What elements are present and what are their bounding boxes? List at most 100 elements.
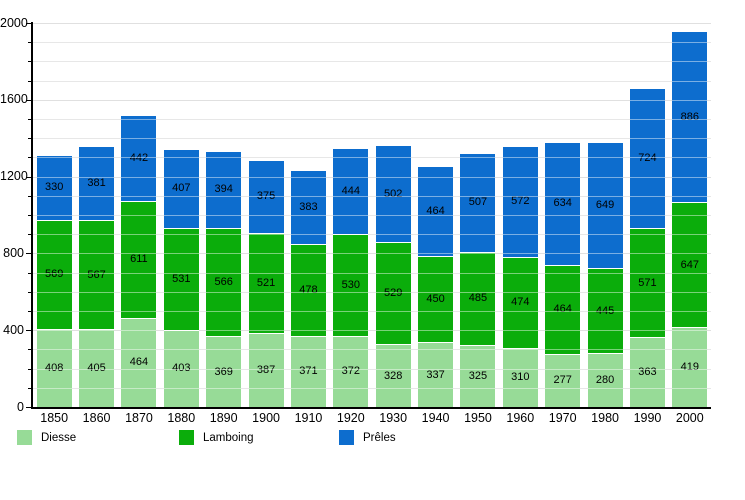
y-tick-minor	[28, 291, 33, 293]
bar-segment-lamboing: 569	[36, 219, 72, 329]
bar-segment-diesse: 405	[79, 329, 115, 407]
gridlines-behind	[33, 23, 711, 407]
legend-swatch-diesse	[17, 430, 32, 445]
y-tick-major	[26, 176, 33, 178]
bar-segment-diesse: 310	[502, 347, 538, 407]
bar-segment-prles: 724	[629, 88, 665, 228]
bar-segment-prles: 572	[502, 146, 538, 257]
legend-label-lamboing: Lamboing	[203, 431, 254, 444]
bar-segment-lamboing: 611	[121, 200, 157, 318]
bar-segment-lamboing: 474	[502, 256, 538, 348]
value-label: 464	[553, 303, 572, 316]
x-tick-label: 1960	[506, 411, 535, 425]
value-label: 330	[45, 181, 64, 194]
value-label: 464	[129, 356, 149, 369]
value-label: 337	[426, 368, 445, 381]
y-tick-major	[26, 407, 33, 408]
x-tick-label: 1880	[167, 411, 196, 425]
value-label: 566	[214, 275, 233, 288]
value-label: 277	[553, 374, 572, 387]
value-label: 502	[384, 187, 403, 200]
bar-segment-prles: 394	[206, 151, 242, 228]
bar-segment-lamboing: 531	[163, 227, 199, 330]
value-label: 530	[341, 278, 360, 291]
y-axis-line	[31, 22, 33, 408]
y-tick-major	[26, 330, 33, 332]
value-label: 408	[45, 361, 64, 374]
y-tick-minor	[28, 80, 33, 82]
bar-segment-prles: 407	[163, 149, 199, 228]
y-tick-minor	[28, 234, 33, 236]
value-label: 567	[87, 268, 106, 281]
gridline-minor	[33, 368, 711, 370]
x-tick-label: 1860	[82, 411, 111, 425]
bar-segment-prles: 507	[460, 154, 496, 252]
bar-group-1920: 444 530 372	[333, 148, 369, 407]
value-label: 369	[214, 365, 233, 378]
value-label: 328	[384, 369, 403, 382]
x-axis-line	[31, 407, 711, 409]
bar-segment-prles: 330	[36, 156, 72, 220]
bar-group-1930: 502 529 328	[375, 146, 411, 407]
gridline-major	[33, 330, 711, 332]
value-label: 280	[595, 374, 615, 387]
y-tick-label: 400	[3, 322, 24, 337]
bar-group-1870: 442 611 464	[121, 115, 157, 407]
x-tick-label: 1970	[548, 411, 577, 425]
bar-segment-prles: 649	[587, 143, 623, 268]
gridline-major	[33, 99, 711, 101]
value-label: 474	[511, 296, 530, 308]
value-label: 569	[45, 268, 64, 281]
bar-segment-diesse: 464	[121, 317, 157, 407]
gridline-minor	[33, 349, 711, 351]
y-tick-label: 800	[3, 245, 24, 260]
gridline-major	[33, 253, 711, 255]
x-tick-label: 1910	[294, 411, 323, 425]
bar-segment-prles: 634	[545, 143, 581, 265]
y-tick-label: 1600	[0, 92, 28, 107]
gridline-minor	[33, 42, 711, 44]
bar-group-1890: 394 566 369	[206, 151, 242, 407]
bar-group-1850: 330 569 408	[36, 156, 72, 407]
bar-segment-lamboing: 571	[629, 227, 665, 338]
bar-segment-diesse: 387	[248, 332, 284, 407]
y-tick-label: 2000	[0, 15, 28, 30]
value-label: 647	[680, 258, 699, 271]
bar-segment-diesse: 337	[418, 342, 454, 407]
x-tick-label: 1870	[125, 411, 153, 425]
x-tick-label: 1930	[379, 411, 408, 425]
bar-segment-prles: 383	[290, 170, 326, 245]
value-label: 571	[638, 276, 657, 289]
y-tick-minor	[28, 349, 33, 351]
value-label: 387	[256, 363, 276, 376]
bar-group-1860: 381 567 405	[79, 147, 115, 407]
gridline-minor	[33, 119, 711, 120]
value-label: 886	[680, 110, 699, 123]
bar-group-2000: 886 647 419	[672, 32, 708, 407]
value-label: 507	[468, 196, 488, 209]
plot-area: 330 569 408 381 567 405 442 611 464 407 531 403 394 5…	[31, 22, 711, 409]
x-tick-label: 1980	[591, 411, 619, 425]
gridline-minor	[33, 157, 711, 159]
gridline-minor	[33, 80, 711, 82]
value-label: 383	[299, 200, 318, 213]
bar-group-1990: 724 571 363	[629, 88, 665, 407]
value-label: 450	[426, 293, 445, 306]
bar-segment-diesse: 372	[333, 335, 369, 407]
x-tick-label: 1850	[40, 411, 69, 425]
value-label: 407	[172, 182, 191, 195]
bar-segment-prles: 886	[672, 32, 708, 203]
gridline-major	[33, 23, 711, 24]
y-tick-minor	[28, 387, 33, 389]
gridline-major	[33, 176, 711, 178]
bar-segment-prles: 464	[418, 166, 454, 256]
y-tick-minor	[28, 311, 33, 312]
gridline-minor	[33, 195, 711, 197]
legend-swatch-preles	[339, 430, 354, 445]
x-tick-label: 1950	[464, 411, 492, 425]
bar-segment-prles: 381	[79, 147, 115, 221]
bar-segment-diesse: 363	[629, 337, 665, 407]
y-tick-minor	[28, 195, 33, 197]
bar-segment-diesse: 369	[206, 336, 242, 407]
legend-swatch-lamboing	[179, 430, 194, 445]
